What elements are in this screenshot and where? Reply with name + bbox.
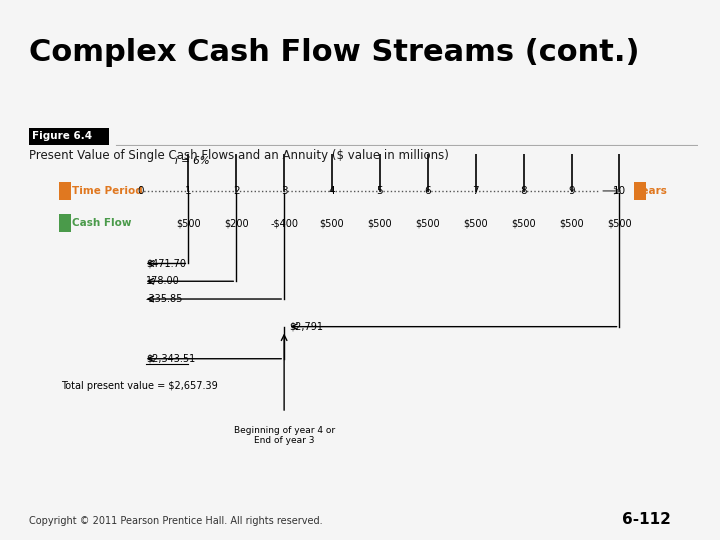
Text: Cash Flow: Cash Flow: [72, 218, 132, 228]
Text: Copyright © 2011 Pearson Prentice Hall. All rights reserved.: Copyright © 2011 Pearson Prentice Hall. …: [29, 516, 323, 526]
Bar: [634, 181, 646, 200]
Text: Beginning of year 4 or
End of year 3: Beginning of year 4 or End of year 3: [233, 426, 335, 445]
Text: Total present value = $2,657.39: Total present value = $2,657.39: [61, 381, 218, 391]
Text: 7: 7: [472, 186, 479, 196]
Text: -$400: -$400: [270, 218, 298, 228]
Text: $2,343.51: $2,343.51: [146, 354, 195, 364]
FancyBboxPatch shape: [29, 128, 109, 145]
Text: 3: 3: [281, 186, 287, 196]
Text: Complex Cash Flow Streams (cont.): Complex Cash Flow Streams (cont.): [29, 38, 639, 67]
Text: 0: 0: [137, 186, 144, 196]
Text: $500: $500: [511, 218, 536, 228]
Text: $2,791: $2,791: [289, 322, 323, 332]
Text: 10: 10: [613, 186, 626, 196]
Text: $500: $500: [368, 218, 392, 228]
Text: Years: Years: [635, 186, 667, 196]
Text: 8: 8: [521, 186, 527, 196]
Text: 5: 5: [377, 186, 383, 196]
Text: $500: $500: [464, 218, 488, 228]
Text: i = 6%: i = 6%: [175, 156, 210, 166]
Text: 1: 1: [185, 186, 192, 196]
Bar: [59, 214, 71, 232]
Text: $500: $500: [559, 218, 584, 228]
Text: Figure 6.4: Figure 6.4: [32, 131, 92, 141]
Text: $471.70: $471.70: [146, 259, 186, 268]
Bar: [59, 181, 71, 200]
Text: $200: $200: [224, 218, 248, 228]
Text: 4: 4: [329, 186, 336, 196]
Text: 178.00: 178.00: [146, 276, 179, 286]
Text: Present Value of Single Cash Flows and an Annuity ($ value in millions): Present Value of Single Cash Flows and a…: [29, 148, 449, 161]
Text: 6-112: 6-112: [622, 512, 670, 527]
Text: 2: 2: [233, 186, 240, 196]
Text: -335.85: -335.85: [146, 294, 183, 304]
Text: 9: 9: [568, 186, 575, 196]
Text: $500: $500: [320, 218, 344, 228]
Text: $500: $500: [607, 218, 631, 228]
Text: 6: 6: [425, 186, 431, 196]
Text: $500: $500: [415, 218, 440, 228]
Text: $500: $500: [176, 218, 201, 228]
Text: Time Period: Time Period: [72, 186, 143, 196]
